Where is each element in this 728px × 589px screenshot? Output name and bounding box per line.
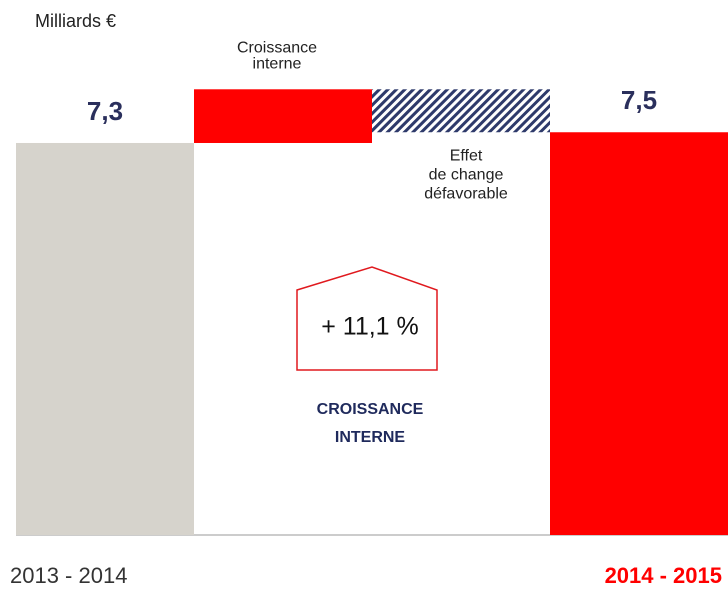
value-label: 7,3 — [87, 96, 123, 126]
callout-label: INTERNE — [335, 429, 406, 446]
callout-value: + 11,1 % — [321, 313, 419, 341]
step-label: défavorable — [424, 185, 508, 202]
step-label: Effet — [450, 147, 483, 164]
x-tick-label: 2014 - 2015 — [605, 563, 722, 588]
x-tick-label: 2013 - 2014 — [10, 563, 127, 588]
step-label: de change — [429, 166, 504, 183]
bar — [550, 132, 728, 535]
step-label: Croissance — [237, 40, 317, 57]
unit-label: Milliards € — [35, 11, 116, 31]
callout-box — [296, 266, 438, 371]
step-label: interne — [253, 56, 302, 73]
callout-label: CROISSANCE — [317, 401, 424, 418]
bar — [194, 89, 372, 143]
bar — [372, 89, 550, 133]
value-label: 7,5 — [621, 85, 657, 115]
bar — [16, 142, 194, 536]
